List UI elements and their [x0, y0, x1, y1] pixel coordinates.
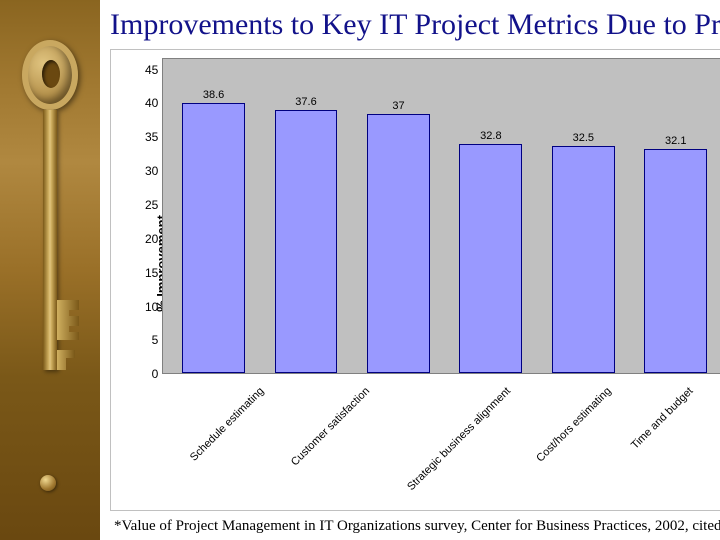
x-axis-labels: Schedule estimatingCustomer satisfaction… [162, 374, 720, 502]
x-tick-label: Strategic business alignment [371, 374, 512, 502]
slide: Improvements to Key IT Project Metrics D… [0, 0, 720, 540]
bar [367, 114, 430, 373]
x-tick-label: Cost/hors estimating [512, 374, 612, 502]
bar-value-label: 32.1 [665, 135, 686, 147]
x-tick-label: Schedule estimating [166, 374, 265, 502]
bar-group: 37.6 [260, 59, 352, 374]
bar-value-label: 32.8 [480, 130, 501, 142]
bullet-icon [40, 475, 56, 491]
y-tick: 35 [145, 131, 158, 143]
bar-group: 32.1 [630, 59, 720, 374]
y-tick: 5 [152, 334, 159, 346]
bar [459, 144, 522, 373]
decorative-sidebar [0, 0, 100, 540]
y-tick: 40 [145, 97, 158, 109]
content-area: Improvements to Key IT Project Metrics D… [100, 0, 720, 540]
y-tick: 0 [152, 368, 159, 380]
footnote-text: *Value of Project Management in IT Organ… [110, 511, 720, 536]
y-tick: 45 [145, 64, 158, 76]
key-icon [22, 40, 78, 390]
x-tick-label: Customer satisfaction [265, 374, 371, 502]
bar [644, 149, 707, 374]
bar-value-label: 37 [392, 100, 404, 112]
bar-group: 32.5 [537, 59, 629, 374]
bar [182, 103, 245, 373]
bar-value-label: 38.6 [203, 89, 224, 101]
y-tick: 25 [145, 199, 158, 211]
bar-group: 37 [352, 59, 444, 374]
bar [275, 110, 338, 373]
x-tick-label: Schedule performance [694, 374, 720, 502]
plot-area: 38.637.63732.832.532.131.925.623.82322.8… [162, 58, 720, 375]
y-tick: 30 [145, 165, 158, 177]
slide-title: Improvements to Key IT Project Metrics D… [110, 8, 720, 43]
y-tick: 10 [145, 301, 158, 313]
x-tick-label: Time and budget [612, 374, 694, 502]
bar-chart: % Improvement 454035302520151050 38.637.… [110, 49, 720, 512]
bar [552, 146, 615, 373]
bar-value-label: 32.5 [573, 132, 594, 144]
bar-group: 32.8 [445, 59, 537, 374]
y-tick: 20 [145, 233, 158, 245]
bar-value-label: 37.6 [295, 96, 316, 108]
bar-group: 38.6 [167, 59, 259, 374]
y-tick: 15 [145, 267, 158, 279]
